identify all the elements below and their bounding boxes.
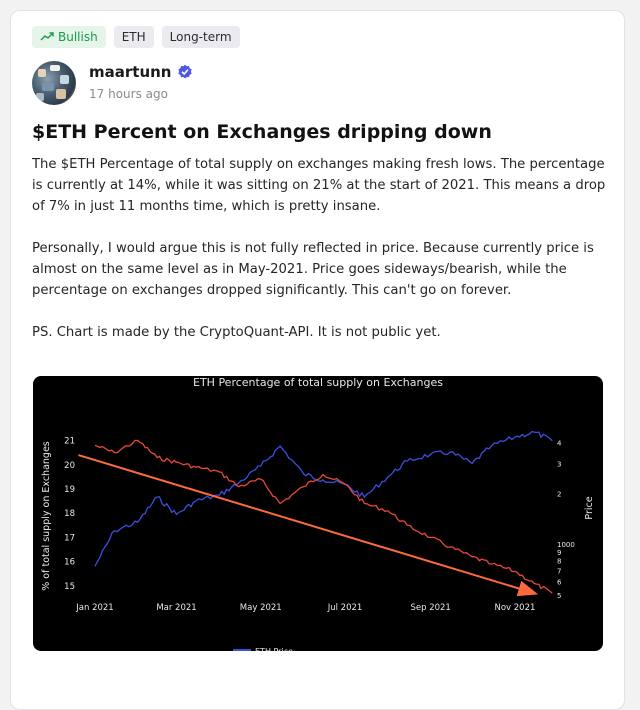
y-tick-label: 18 [64, 509, 75, 519]
legend-label-eth-price: ETH Price [255, 647, 293, 651]
avatar[interactable] [32, 61, 76, 105]
tag-long-term[interactable]: Long-term [161, 26, 240, 48]
post-paragraph: The $ETH Percentage of total supply on e… [32, 157, 606, 214]
x-tick-label: Mar 2021 [156, 603, 196, 613]
series-line-eth-price [94, 430, 553, 567]
chart-title: ETH Percentage of total supply on Exchan… [193, 376, 443, 389]
post-time: 17 hours ago [89, 87, 168, 101]
y2-tick-label: 5 [557, 592, 561, 600]
y-tick-label: 16 [64, 558, 75, 568]
x-tick-label: Sep 2021 [410, 603, 450, 613]
author-block: maartunn 17 hours ago [32, 61, 193, 105]
x-tick-label: Jul 2021 [327, 603, 363, 613]
trending-up-icon [40, 32, 54, 41]
y2-tick-label: 8 [557, 558, 561, 566]
eth-exchange-supply-chart: ETH Percentage of total supply on Exchan… [41, 376, 595, 651]
y2-tick-label: 4 [557, 439, 562, 447]
tag-bullish[interactable]: Bullish [32, 26, 106, 48]
post-paragraph: Personally, I would argue this is not fu… [32, 241, 594, 298]
tag-eth[interactable]: ETH [113, 26, 154, 48]
x-tick-label: Jan 2021 [75, 603, 113, 613]
verified-badge-icon [178, 64, 193, 79]
x-tick-label: Nov 2021 [494, 603, 535, 613]
chart-image[interactable]: ETH Percentage of total supply on Exchan… [33, 376, 603, 651]
author-name[interactable]: maartunn [89, 63, 172, 81]
trend-arrow [78, 454, 539, 597]
y2-tick-label: 7 [557, 567, 561, 575]
tag-label: Bullish [58, 30, 98, 44]
y-tick-label: 21 [64, 437, 75, 447]
post-card: Bullish ETH Long-term maartunn 17 hours … [10, 10, 625, 710]
y2-tick-label: 9 [557, 549, 561, 557]
y2-tick-label: 2 [557, 490, 561, 498]
y2-axis-label: Price [584, 496, 595, 519]
y-tick-label: 20 [64, 461, 75, 471]
y2-tick-label: 3 [557, 460, 561, 468]
series-line-eth-percentage [94, 439, 553, 594]
tag-list: Bullish ETH Long-term [32, 26, 240, 48]
y-tick-label: 15 [64, 582, 75, 592]
y-axis-label: % of total supply on Exchanges [41, 441, 52, 591]
y2-tick-label: 1000 [557, 541, 575, 549]
post-title: $ETH Percent on Exchanges dripping down [32, 121, 492, 143]
x-tick-label: May 2021 [240, 603, 282, 613]
author-info: maartunn 17 hours ago [89, 63, 193, 105]
post-body: The $ETH Percentage of total supply on e… [32, 154, 614, 364]
y-tick-label: 17 [64, 533, 75, 543]
post-paragraph: PS. Chart is made by the CryptoQuant-API… [32, 325, 441, 340]
y2-tick-label: 6 [557, 579, 562, 587]
y-tick-label: 19 [64, 485, 75, 495]
